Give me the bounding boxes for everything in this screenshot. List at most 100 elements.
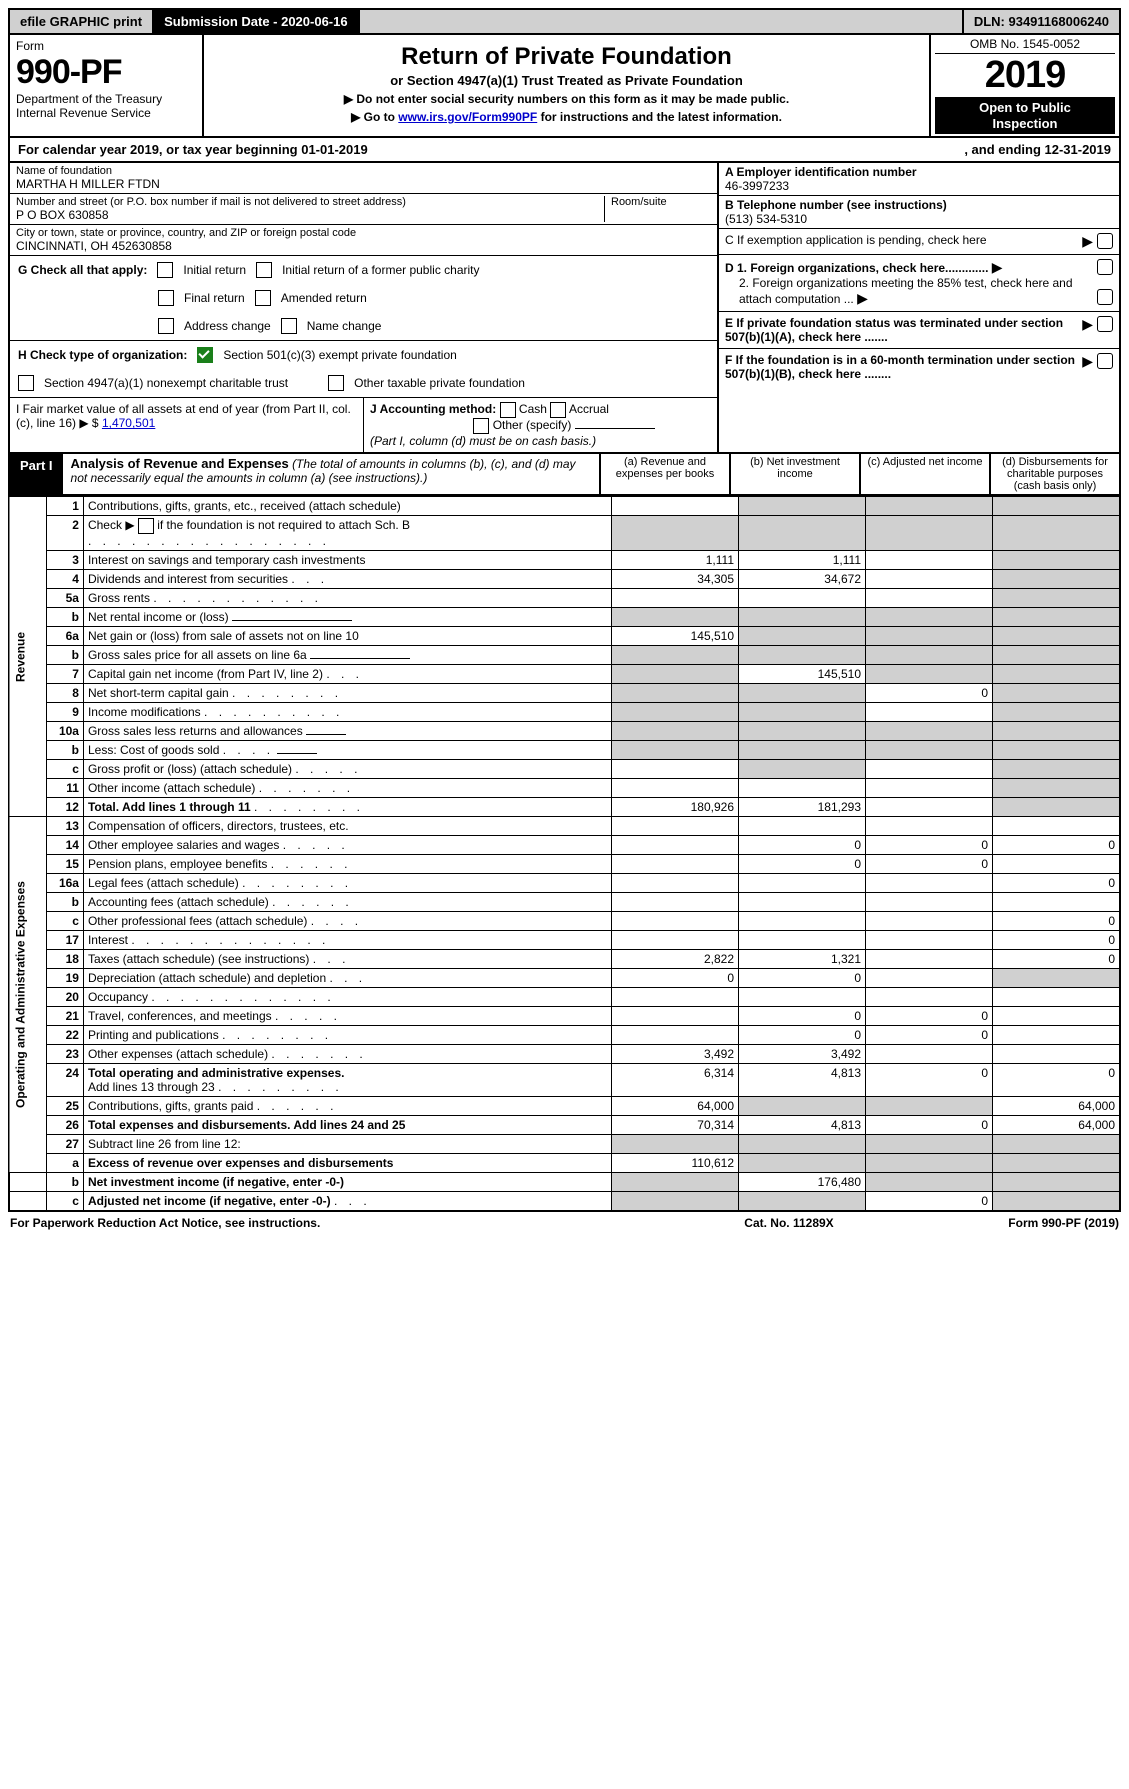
line-num: 6a	[46, 627, 83, 646]
g-initial-former-checkbox[interactable]	[256, 262, 272, 278]
form-word: Form	[16, 39, 196, 53]
cell-value: 70,314	[612, 1116, 739, 1135]
line-desc: Subtract line 26 from line 12:	[83, 1135, 611, 1154]
g-name-change-checkbox[interactable]	[281, 318, 297, 334]
cell-value: 0	[739, 969, 866, 988]
line-num: 27	[46, 1135, 83, 1154]
line-desc: Interest . . . . . . . . . . . . . .	[83, 931, 611, 950]
form-title: Return of Private Foundation	[210, 43, 923, 71]
line-num: 11	[46, 779, 83, 798]
d2-checkbox[interactable]	[1097, 289, 1113, 305]
cell-value: 34,672	[739, 570, 866, 589]
line-desc: Other professional fees (attach schedule…	[83, 912, 611, 931]
cell-value: 3,492	[612, 1045, 739, 1064]
line-desc: Other income (attach schedule) . . . . .…	[83, 779, 611, 798]
part1-header: Part I Analysis of Revenue and Expenses …	[8, 454, 1121, 496]
line-num: 10a	[46, 722, 83, 741]
cell-value: 110,612	[612, 1154, 739, 1173]
line-desc: Other expenses (attach schedule) . . . .…	[83, 1045, 611, 1064]
irs-link[interactable]: www.irs.gov/Form990PF	[398, 110, 537, 124]
note2-pre: ▶ Go to	[351, 110, 398, 124]
cell-value: 0	[993, 950, 1121, 969]
line-num: 19	[46, 969, 83, 988]
cell-value: 4,813	[739, 1116, 866, 1135]
line-desc: Less: Cost of goods sold . . . .	[83, 741, 611, 760]
f-checkbox[interactable]	[1097, 353, 1113, 369]
g-o3: Final return	[184, 291, 245, 305]
h-check-row: H Check type of organization: Section 50…	[10, 341, 717, 398]
cell-value: 0	[739, 855, 866, 874]
h-o1: Section 501(c)(3) exempt private foundat…	[223, 348, 456, 362]
cell-value: 181,293	[739, 798, 866, 817]
h-other-taxable-checkbox[interactable]	[328, 375, 344, 391]
g-address-change-checkbox[interactable]	[158, 318, 174, 334]
form-header: Form 990-PF Department of the Treasury I…	[8, 35, 1121, 138]
line-desc: Occupancy . . . . . . . . . . . . .	[83, 988, 611, 1007]
sch-b-checkbox[interactable]	[138, 518, 154, 534]
cell-value: 0	[866, 1064, 993, 1097]
col-b-header: (b) Net investment income	[729, 454, 859, 494]
g-check-row: G Check all that apply: Initial return I…	[10, 256, 717, 341]
footer: For Paperwork Reduction Act Notice, see …	[8, 1212, 1121, 1234]
open-public-1: Open to Public	[935, 100, 1115, 116]
j-note: (Part I, column (d) must be on cash basi…	[370, 434, 596, 448]
revenue-side-label: Revenue	[9, 497, 46, 817]
line-num: 17	[46, 931, 83, 950]
g-o6: Name change	[307, 319, 382, 333]
line-num: 26	[46, 1116, 83, 1135]
h-501c3-checkbox[interactable]	[197, 347, 213, 363]
line-num: 18	[46, 950, 83, 969]
cell-value: 0	[866, 855, 993, 874]
line-desc: Capital gain net income (from Part IV, l…	[83, 665, 611, 684]
tel-label: B Telephone number (see instructions)	[725, 198, 947, 212]
h-4947-checkbox[interactable]	[18, 375, 34, 391]
open-public-badge: Open to Public Inspection	[935, 97, 1115, 134]
g-o1: Initial return	[183, 263, 246, 277]
line-desc: Pension plans, employee benefits . . . .…	[83, 855, 611, 874]
city-value: CINCINNATI, OH 452630858	[16, 239, 711, 253]
cal-end: , and ending 12-31-2019	[964, 142, 1111, 157]
j-other-checkbox[interactable]	[473, 418, 489, 434]
cell-value: 0	[993, 912, 1121, 931]
ij-row: I Fair market value of all assets at end…	[10, 398, 717, 452]
line-num: 13	[46, 817, 83, 836]
cal-begin: For calendar year 2019, or tax year begi…	[18, 142, 964, 157]
line-num: 14	[46, 836, 83, 855]
line-desc: Income modifications . . . . . . . . . .	[83, 703, 611, 722]
cell-value: 2,822	[612, 950, 739, 969]
cell-value: 0	[866, 1026, 993, 1045]
efile-print-button[interactable]: efile GRAPHIC print	[10, 10, 154, 33]
cell-value: 1,111	[739, 551, 866, 570]
i-label: I Fair market value of all assets at end…	[16, 402, 351, 430]
line-desc: Taxes (attach schedule) (see instruction…	[83, 950, 611, 969]
line-num: 21	[46, 1007, 83, 1026]
cell-value: 0	[612, 969, 739, 988]
g-final-return-checkbox[interactable]	[158, 290, 174, 306]
submission-date-label: Submission Date - 2020-06-16	[154, 10, 360, 33]
line-desc: Accounting fees (attach schedule) . . . …	[83, 893, 611, 912]
line-desc: Contributions, gifts, grants paid . . . …	[83, 1097, 611, 1116]
cell-value: 1,111	[612, 551, 739, 570]
cell-value: 180,926	[612, 798, 739, 817]
line-desc: Check ▶ if the foundation is not require…	[83, 516, 611, 551]
d1-checkbox[interactable]	[1097, 259, 1113, 275]
line-num: b	[46, 1173, 83, 1192]
line-desc: Depreciation (attach schedule) and deple…	[83, 969, 611, 988]
g-o5: Address change	[184, 319, 271, 333]
j-accrual-checkbox[interactable]	[550, 402, 566, 418]
arrow-icon: ▶	[1082, 353, 1093, 381]
j-cash-checkbox[interactable]	[500, 402, 516, 418]
j-label: J Accounting method:	[370, 402, 496, 416]
line-desc: Excess of revenue over expenses and disb…	[83, 1154, 611, 1173]
identity-right: A Employer identification number 46-3997…	[717, 163, 1119, 452]
line-num: 12	[46, 798, 83, 817]
line-num: c	[46, 760, 83, 779]
line-num: 24	[46, 1064, 83, 1097]
g-amended-return-checkbox[interactable]	[255, 290, 271, 306]
cell-value: 145,510	[739, 665, 866, 684]
g-initial-return-checkbox[interactable]	[157, 262, 173, 278]
i-fmv-value[interactable]: 1,470,501	[102, 416, 155, 430]
c-checkbox[interactable]	[1097, 233, 1113, 249]
e-checkbox[interactable]	[1097, 316, 1113, 332]
line-desc: Other employee salaries and wages . . . …	[83, 836, 611, 855]
